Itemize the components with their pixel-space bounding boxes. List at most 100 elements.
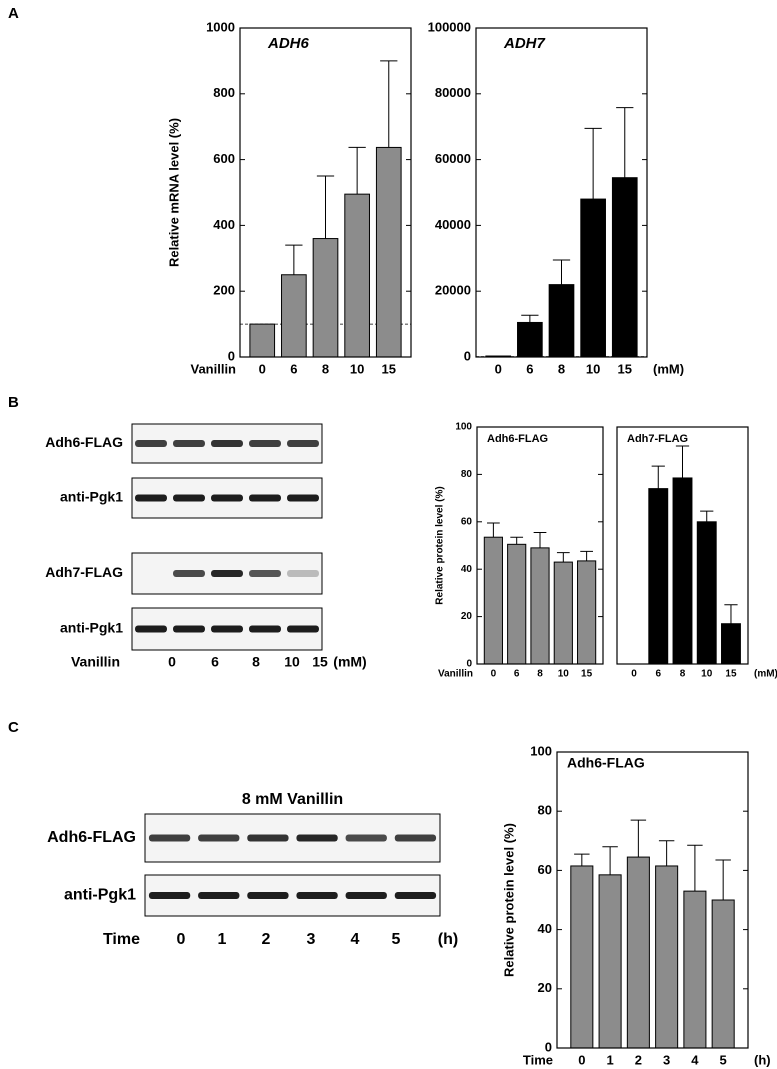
y-axis-label: Relative protein level (%)	[435, 486, 446, 604]
x-tick-label: 0	[631, 669, 637, 680]
blot-band	[173, 625, 205, 633]
y-tick-label: 80	[538, 803, 552, 818]
blot-lane-title: Vanillin	[71, 654, 120, 670]
blot-lane-label: 6	[211, 654, 219, 670]
x-unit: (mM)	[653, 361, 684, 376]
error-bar	[651, 465, 665, 489]
blot-lane-label: 15	[312, 654, 328, 670]
y-tick-label: 400	[213, 217, 235, 232]
x-tick-label: 10	[701, 669, 713, 680]
blot-band	[211, 440, 243, 447]
bar	[683, 890, 707, 1049]
blot-band	[345, 834, 387, 842]
blot-band	[287, 625, 319, 633]
error-bar	[630, 819, 647, 858]
bar	[580, 198, 606, 358]
blot-lane-label: 8	[252, 654, 260, 670]
bar	[548, 284, 575, 358]
y-tick-label: 100	[530, 743, 552, 758]
blot-frame	[144, 874, 441, 917]
chart-title: Adh6-FLAG	[567, 755, 645, 771]
blot-band	[173, 570, 205, 577]
blot-lane-label: 2	[262, 931, 271, 948]
error-bar	[584, 127, 602, 200]
blot-band	[148, 834, 191, 842]
error-bar	[521, 314, 539, 323]
x-tick-label: 8	[322, 361, 329, 376]
x-row-label: Vanillin	[438, 669, 473, 680]
error-bar	[348, 146, 366, 195]
error-bar	[285, 244, 303, 275]
panel-label: C	[8, 719, 19, 736]
y-tick-label: 60	[538, 862, 552, 877]
bar	[626, 856, 650, 1049]
panel-label: B	[8, 394, 19, 411]
error-bar	[715, 859, 731, 900]
blot-lane-label: 10	[284, 654, 300, 670]
error-bar	[675, 445, 690, 478]
bar	[570, 865, 594, 1049]
y-tick-label: 0	[466, 659, 472, 670]
y-tick-label: 40	[538, 921, 552, 936]
y-tick-label: 40000	[435, 217, 471, 232]
error-bar	[658, 840, 675, 866]
blot-band	[287, 570, 319, 577]
blot-band	[287, 494, 319, 502]
y-tick-label: 0	[464, 348, 471, 363]
y-tick-label: 60000	[435, 151, 471, 166]
blot-lane-title: Time	[103, 931, 140, 948]
bar	[553, 561, 573, 665]
error-bar	[724, 604, 738, 624]
chart-title: ADH6	[267, 35, 309, 52]
y-tick-label: 40	[461, 564, 473, 575]
x-tick-label: 5	[720, 1052, 727, 1067]
blot-lane-label: 4	[351, 931, 360, 948]
x-tick-label: 4	[691, 1052, 699, 1067]
x-row-label: Time	[523, 1052, 553, 1067]
y-tick-label: 100	[455, 422, 472, 433]
y-tick-label: 100000	[428, 19, 471, 34]
blot-band	[211, 625, 243, 633]
x-tick-label: 2	[635, 1052, 642, 1067]
chart-title: Adh6-FLAG	[487, 433, 548, 445]
error-bar	[510, 536, 524, 545]
error-bar	[316, 175, 335, 239]
x-tick-label: 6	[514, 669, 520, 680]
x-tick-label: 0	[259, 361, 266, 376]
x-tick-label: 3	[663, 1052, 670, 1067]
blot-band	[173, 494, 205, 502]
error-bar	[616, 107, 634, 178]
x-tick-label: 8	[558, 361, 565, 376]
x-tick-label: 10	[350, 361, 364, 376]
error-bar	[602, 846, 618, 875]
bar	[696, 521, 717, 665]
x-tick-label: 15	[618, 361, 632, 376]
blot-band	[173, 440, 205, 447]
blot-band	[198, 892, 240, 899]
blot-title: 8 mM Vanillin	[242, 791, 343, 808]
plot-frame	[239, 27, 412, 358]
bar	[577, 560, 597, 665]
x-unit: (h)	[754, 1052, 771, 1067]
x-tick-label: 15	[725, 669, 737, 680]
y-axis-label: Relative mRNA level (%)	[166, 118, 181, 267]
y-tick-label: 20	[461, 611, 473, 622]
plot-frame	[616, 426, 749, 665]
y-tick-label: 20	[538, 980, 552, 995]
blot-row-label: anti-Pgk1	[60, 489, 123, 505]
blot-band	[249, 494, 281, 502]
error-bar	[380, 60, 398, 148]
y-tick-label: 60	[461, 516, 473, 527]
x-tick-label: 8	[537, 669, 543, 680]
y-axis-label: Relative protein level (%)	[501, 823, 516, 977]
error-bar	[580, 550, 593, 561]
error-bar	[552, 259, 571, 285]
plot-frame	[475, 27, 648, 358]
x-tick-label: 0	[495, 361, 502, 376]
blot-lane-label: 0	[177, 931, 186, 948]
bar	[672, 477, 693, 665]
blot-band	[198, 834, 240, 842]
blot-band	[345, 892, 387, 899]
blot-band	[247, 892, 289, 899]
